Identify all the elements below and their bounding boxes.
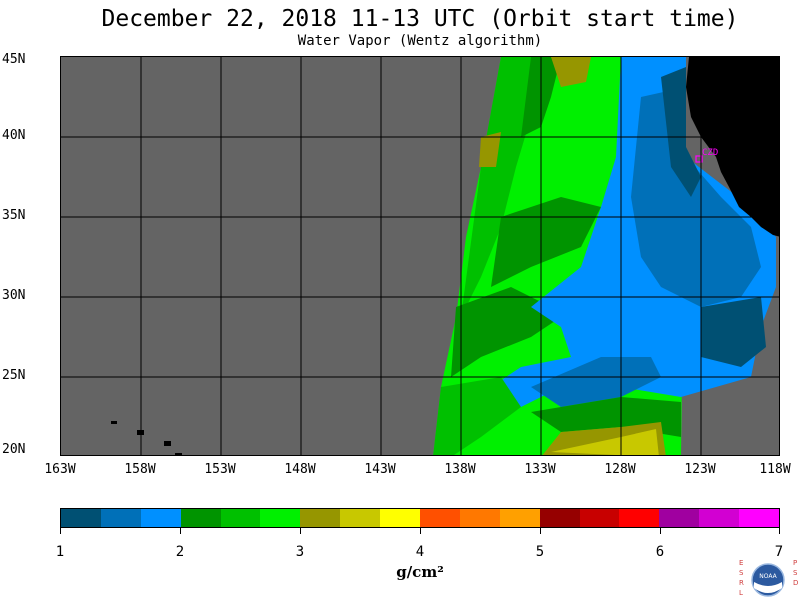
lat-label-25n: 25N <box>2 368 26 383</box>
svg-text:S: S <box>793 569 798 577</box>
lon-label-118w: 118W <box>759 462 791 477</box>
land-north-america <box>686 57 779 237</box>
lon-label-143w: 143W <box>364 462 396 477</box>
colorbar-tick <box>180 528 181 534</box>
colorbar-segment-18 <box>739 509 780 527</box>
svg-text:D: D <box>793 579 798 587</box>
lon-label-153w: 153W <box>204 462 236 477</box>
colorbar-label-7: 7 <box>774 544 784 560</box>
swath-olive-top <box>551 57 591 87</box>
island-3 <box>164 441 171 446</box>
colorbar-segment-9 <box>380 509 421 527</box>
colorbar-tick <box>540 528 541 534</box>
svg-text:R: R <box>739 579 744 587</box>
colorbar <box>60 508 780 528</box>
svg-text:E: E <box>739 559 743 567</box>
colorbar-segment-5 <box>220 509 261 527</box>
colorbar-tick <box>779 528 780 534</box>
swath-green-band-2 <box>491 197 601 287</box>
colorbar-label-4: 4 <box>415 544 425 560</box>
swath-green-band-3 <box>451 287 561 377</box>
colorbar-segment-1 <box>61 509 101 527</box>
colorbar-tick <box>660 528 661 534</box>
colorbar-label-2: 2 <box>175 544 185 560</box>
colorbar-label-5: 5 <box>535 544 545 560</box>
water-vapor-map: CZD <box>60 56 780 456</box>
colorbar-label-3: 3 <box>295 544 305 560</box>
colorbar-label-1: 1 <box>55 544 65 560</box>
island-1 <box>111 421 117 424</box>
colorbar-tick <box>60 528 61 534</box>
lon-label-138w: 138W <box>444 462 476 477</box>
map-subtitle: Water Vapor (Wentz algorithm) <box>297 33 543 49</box>
map-title: December 22, 2018 11-13 UTC (Orbit start… <box>101 6 739 32</box>
station-label: CZD <box>702 148 718 158</box>
svg-text:L: L <box>739 589 743 597</box>
svg-text:S: S <box>739 569 744 577</box>
colorbar-segment-13 <box>539 509 580 527</box>
swath-blue-mid-2 <box>531 357 661 407</box>
lon-label-133w: 133W <box>524 462 556 477</box>
swath-south-yellow <box>551 429 659 455</box>
colorbar-segment-12 <box>499 509 540 527</box>
island-4 <box>175 453 182 455</box>
lon-label-158w: 158W <box>124 462 156 477</box>
svg-text:P: P <box>793 559 797 567</box>
swath-south-green <box>433 377 521 455</box>
colorbar-segment-3 <box>140 509 181 527</box>
lat-label-45n: 45N <box>2 52 26 67</box>
colorbar-tick <box>420 528 421 534</box>
colorbar-segment-16 <box>659 509 700 527</box>
lon-label-163w: 163W <box>44 462 76 477</box>
colorbar-segment-10 <box>420 509 460 527</box>
colorbar-segment-17 <box>699 509 740 527</box>
swath-blue-dark-2 <box>701 297 766 367</box>
colorbar-segment-15 <box>619 509 660 527</box>
colorbar-label-6: 6 <box>655 544 665 560</box>
lat-label-40n: 40N <box>2 128 26 143</box>
lat-label-20n: 20N <box>2 442 26 457</box>
colorbar-unit: g/cm² <box>396 563 444 581</box>
swath-blue-dark <box>661 67 701 197</box>
lon-label-128w: 128W <box>604 462 636 477</box>
colorbar-segment-6 <box>260 509 301 527</box>
lat-label-35n: 35N <box>2 208 26 223</box>
noaa-logo: E S R L NOAA P S D <box>739 559 798 597</box>
swath-olive-left <box>479 132 501 167</box>
lat-label-30n: 30N <box>2 288 26 303</box>
map-canvas: CZD <box>61 57 779 455</box>
colorbar-segment-11 <box>459 509 500 527</box>
colorbar-segment-2 <box>100 509 141 527</box>
colorbar-segment-8 <box>340 509 381 527</box>
lon-label-148w: 148W <box>284 462 316 477</box>
lon-label-123w: 123W <box>684 462 716 477</box>
logo-center-text: NOAA <box>759 573 777 580</box>
swath-blue-mid <box>631 87 761 307</box>
colorbar-segment-7 <box>300 509 341 527</box>
grid-lines <box>61 57 779 455</box>
colorbar-segment-14 <box>579 509 620 527</box>
station-marker <box>695 155 703 163</box>
colorbar-tick <box>300 528 301 534</box>
colorbar-segment-4 <box>180 509 221 527</box>
swath-green-band-1 <box>461 57 541 317</box>
